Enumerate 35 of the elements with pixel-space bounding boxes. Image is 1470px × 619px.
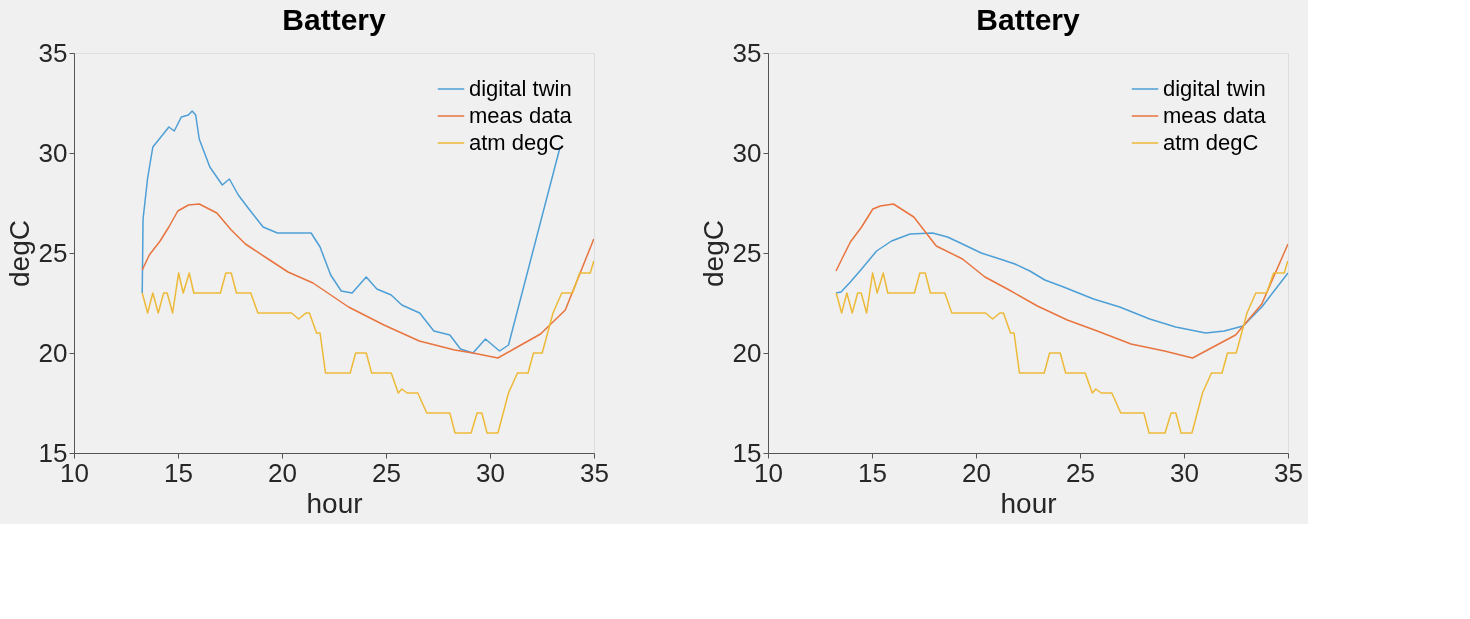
- legend-label: digital twin: [1163, 76, 1266, 101]
- line-series: [141, 203, 594, 359]
- chart-title: Battery: [976, 3, 1080, 36]
- x-tick-label: 25: [372, 457, 401, 488]
- line-series: [141, 260, 594, 434]
- legend-label: atm degC: [469, 130, 565, 155]
- y-tick-label: 20: [732, 337, 762, 368]
- y-axis-title: degC: [3, 220, 35, 287]
- x-tick-label: 20: [268, 457, 297, 488]
- y-tick-label: 25: [732, 237, 762, 268]
- x-tick-label: 15: [164, 457, 193, 488]
- x-axis-title: hour: [1000, 487, 1057, 519]
- y-tick-label: 30: [38, 137, 68, 168]
- y-tick-label: 35: [38, 37, 68, 68]
- y-tick-label: 25: [38, 237, 68, 268]
- x-axis-title: hour: [306, 487, 363, 519]
- y-tick-label: 30: [732, 137, 762, 168]
- x-tick-label: 35: [580, 457, 609, 488]
- chart-title: Battery: [282, 3, 386, 36]
- y-tick-label: 35: [732, 37, 762, 68]
- x-tick-label: 35: [1274, 457, 1303, 488]
- legend-label: meas data: [1163, 103, 1267, 128]
- y-axis-title: degC: [697, 220, 729, 287]
- line-series: [835, 232, 1288, 334]
- x-tick-label: 30: [476, 457, 505, 488]
- x-tick-label: 15: [858, 457, 887, 488]
- legend-label: meas data: [469, 103, 573, 128]
- legend-label: digital twin: [469, 76, 572, 101]
- legend-label: atm degC: [1163, 130, 1259, 155]
- y-tick-label: 20: [38, 337, 68, 368]
- line-series: [835, 260, 1288, 434]
- line-series: [835, 203, 1288, 359]
- x-tick-label: 20: [962, 457, 991, 488]
- x-tick-label: 30: [1170, 457, 1199, 488]
- x-tick-label: 25: [1066, 457, 1095, 488]
